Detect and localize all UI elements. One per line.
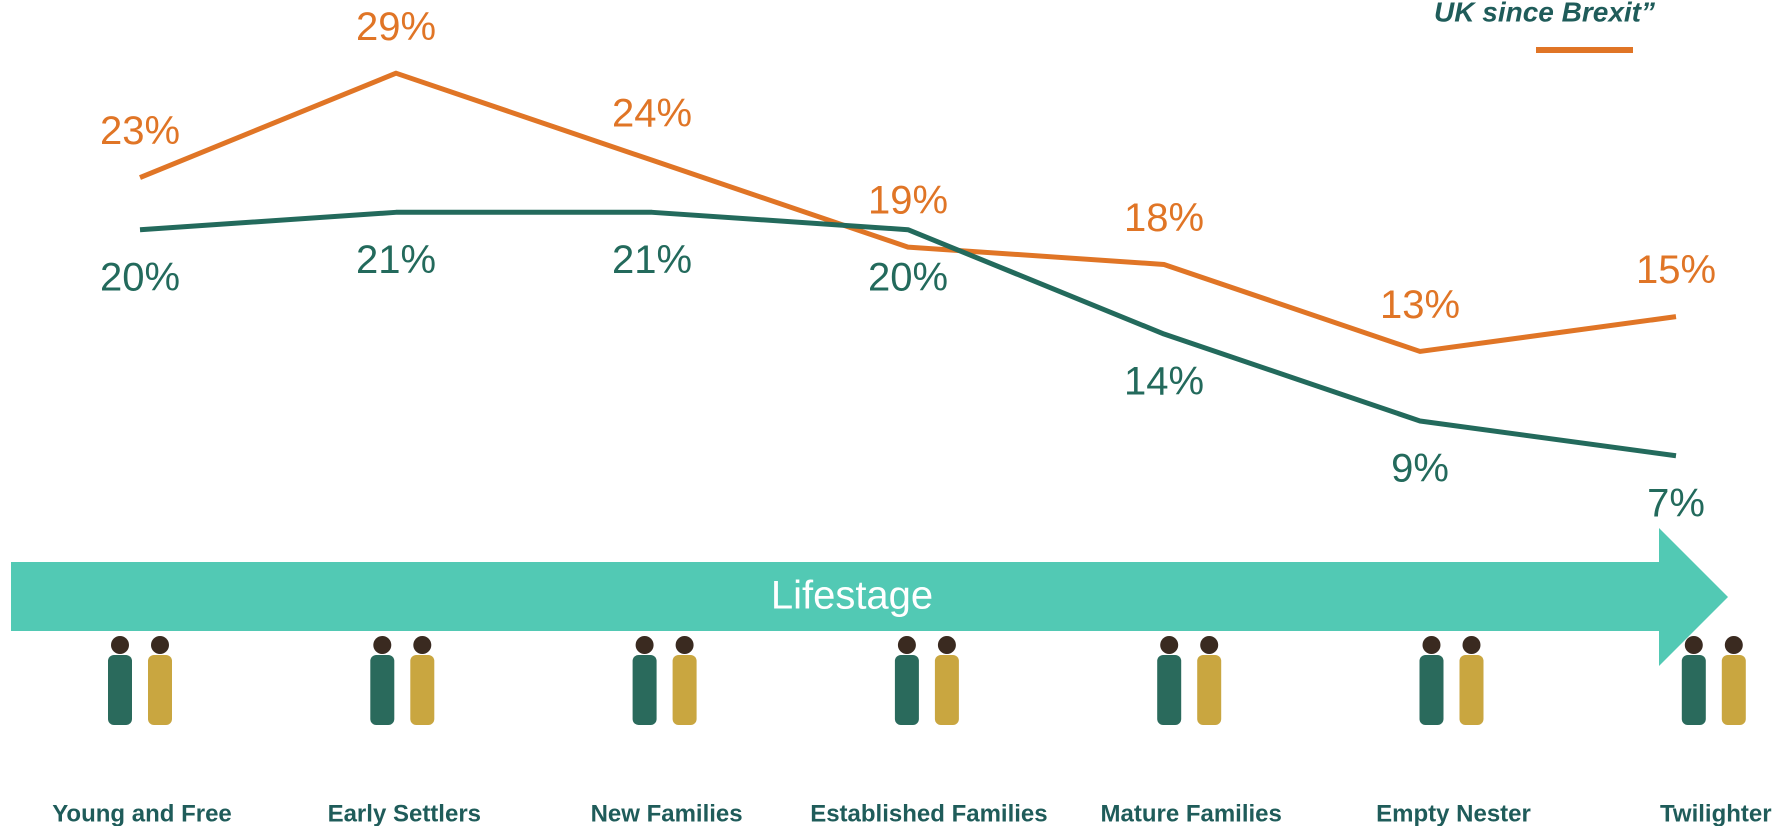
icon-head: [937, 636, 956, 654]
icon-head: [635, 636, 654, 654]
data-label: 13%: [1380, 283, 1460, 327]
icon-body: [1157, 655, 1182, 725]
data-label: 18%: [1124, 196, 1204, 240]
data-label: 23%: [100, 109, 180, 153]
icon-body: [672, 655, 697, 725]
icon-head: [675, 636, 694, 654]
icon-body: [632, 655, 657, 725]
icon-head: [1684, 636, 1703, 654]
icon-head: [111, 636, 129, 654]
icon-head: [1200, 636, 1219, 654]
x-tick-label: Empty Nester: [1376, 800, 1531, 826]
person-icon: [894, 636, 959, 725]
lifestage-arrow-body: [11, 562, 1661, 631]
lifestage-arrow-head: [1659, 528, 1728, 666]
data-label: 15%: [1636, 248, 1716, 292]
x-tick-label: New Families: [591, 800, 743, 826]
data-label: 21%: [356, 238, 436, 282]
data-label: 19%: [868, 179, 948, 223]
icon-head: [1462, 636, 1481, 654]
icon-body: [1419, 655, 1444, 725]
data-label: 24%: [612, 92, 692, 136]
icon-body: [148, 655, 172, 725]
data-label: 7%: [1647, 481, 1705, 525]
data-label: 29%: [356, 5, 436, 49]
axis-label: Lifestage: [771, 574, 933, 618]
icon-body: [410, 655, 435, 725]
data-label: 20%: [100, 255, 180, 299]
icon-head: [897, 636, 916, 654]
person-icon: [370, 636, 435, 725]
x-tick-label: Twilighter: [1660, 800, 1772, 826]
person-icon: [1419, 636, 1484, 725]
series-line: [139, 209, 1677, 459]
icon-body: [1197, 655, 1222, 725]
icon-body: [1721, 655, 1746, 725]
legend-label: UK since Brexit”: [1434, 0, 1655, 27]
data-label: 14%: [1124, 360, 1204, 404]
icon-body: [934, 655, 959, 725]
icon-head: [413, 636, 432, 654]
icon-body: [894, 655, 919, 725]
series-line: [139, 70, 1677, 354]
icon-head: [1422, 636, 1441, 654]
icon-body: [1681, 655, 1706, 725]
x-tick-label: Established Families: [810, 800, 1047, 826]
x-tick-label: Early Settlers: [328, 800, 481, 826]
data-label: 21%: [612, 238, 692, 282]
icon-head: [373, 636, 392, 654]
icon-body: [370, 655, 395, 725]
icon-head: [1160, 636, 1179, 654]
person-icon: [1681, 636, 1746, 725]
icon-body: [108, 655, 132, 725]
icon-head: [1724, 636, 1743, 654]
icon-body: [1459, 655, 1484, 725]
icon-head: [151, 636, 169, 654]
data-label: 9%: [1391, 447, 1449, 491]
person-icon: [108, 636, 172, 725]
x-tick-label: Mature Families: [1100, 800, 1281, 826]
data-label: 20%: [868, 255, 948, 299]
x-tick-label: Young and Free: [52, 800, 232, 826]
person-icon: [632, 636, 697, 725]
person-icon: [1157, 636, 1222, 725]
